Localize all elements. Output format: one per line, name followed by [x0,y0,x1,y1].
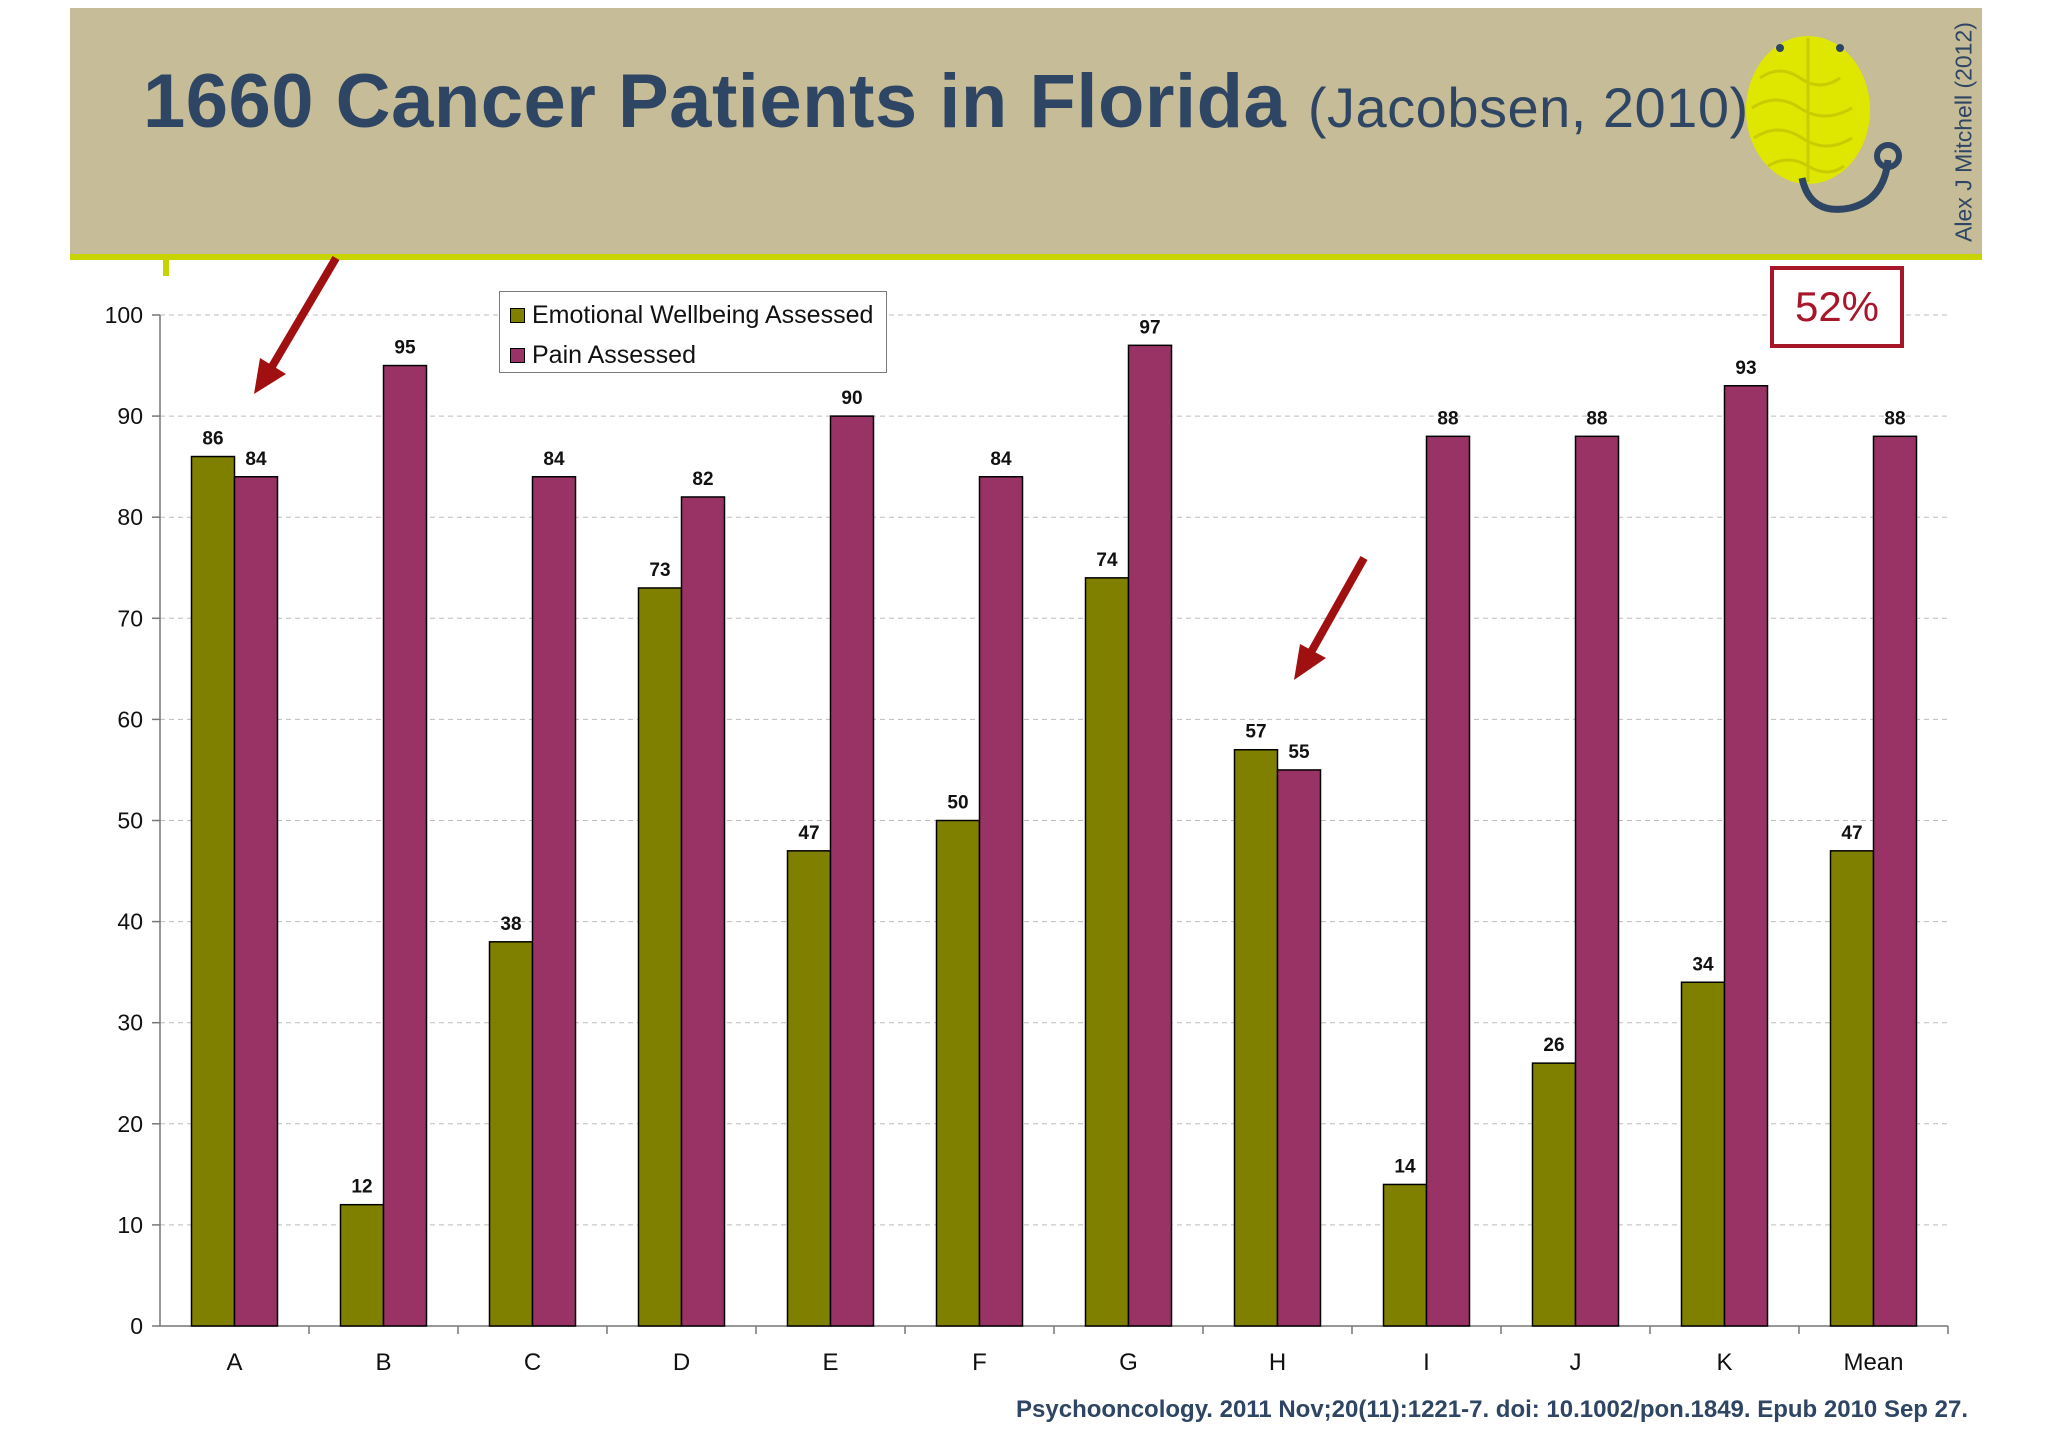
header-accent-tick [163,254,169,276]
bar-emotional-wellbeing [935,819,981,1327]
legend-label-pain: Pain Assessed [532,341,696,369]
y-tick-label: 50 [117,808,143,834]
data-label: 88 [1586,408,1607,429]
bar-pain [233,476,279,1327]
data-label: 84 [990,449,1012,470]
header-accent-rule [70,254,1982,260]
x-tick-label: H [1269,1349,1286,1376]
y-tick-label: 10 [117,1212,143,1238]
x-tick-label: A [226,1349,242,1376]
y-tick-label: 20 [117,1111,143,1137]
data-label: 74 [1096,550,1118,571]
bar-pain [1425,435,1471,1327]
bar-emotional-wellbeing [786,850,832,1327]
bar-emotional-wellbeing [1531,1062,1577,1327]
x-tick-label: B [375,1349,391,1376]
y-tick-label: 100 [105,302,143,328]
x-tick-label: Mean [1843,1349,1903,1376]
data-label: 26 [1543,1035,1564,1056]
bar-emotional-wellbeing [637,587,683,1327]
legend-label-emotional-wellbeing: Emotional Wellbeing Assessed [532,301,874,329]
bar-emotional-wellbeing [1829,850,1875,1327]
y-tick-label: 40 [117,909,143,935]
x-tick-label: G [1119,1349,1138,1376]
bar-emotional-wellbeing [339,1203,385,1327]
bar-pain [829,415,875,1327]
y-tick-label: 80 [117,504,143,530]
bar-emotional-wellbeing [1084,577,1130,1327]
data-label: 86 [202,429,223,450]
citation: Psychooncology. 2011 Nov;20(11):1221-7. … [1016,1396,1968,1423]
slide-subtitle: (Jacobsen, 2010) [1307,76,1749,139]
bar-pain [680,496,726,1327]
y-tick-label: 90 [117,403,143,429]
data-label: 95 [394,338,416,359]
x-tick-label: E [822,1349,838,1376]
header-band [70,8,1982,254]
x-tick-label: F [972,1349,987,1376]
slide-title: 1660 Cancer Patients in Florida (Jacobse… [143,58,1749,145]
bar-pain [978,476,1024,1327]
brain-stethoscope-logo-icon [1746,36,1902,213]
data-label: 14 [1394,1156,1416,1177]
highlight-stat: 52% [1794,283,1880,330]
y-tick-label: 30 [117,1010,143,1036]
y-tick-label: 60 [117,706,143,732]
bar-pain [1574,435,1620,1327]
data-label: 84 [245,449,267,470]
bar-pain [1276,769,1322,1327]
x-tick-label: K [1716,1349,1732,1376]
data-label: 97 [1139,317,1160,338]
data-label: 82 [692,469,713,490]
legend-swatch-pain [510,348,525,363]
x-tick-label: D [673,1349,690,1376]
slide-title-main: 1660 Cancer Patients in Florida [143,59,1287,144]
bar-pain [382,364,428,1327]
bar-emotional-wellbeing [488,941,534,1327]
x-tick-label: C [524,1349,541,1376]
highlight-stat-box: 52% [1770,266,1904,348]
x-tick-label: J [1570,1349,1582,1376]
bar-pain [1127,344,1173,1327]
bar-pain [1723,385,1769,1327]
data-label: 12 [351,1177,372,1198]
data-label: 50 [947,793,968,814]
x-tick-label: I [1423,1349,1430,1376]
data-label: 90 [841,388,862,409]
data-label: 88 [1884,408,1905,429]
data-label: 88 [1437,408,1458,429]
data-label: 47 [1841,823,1862,844]
red-arrow-icon [1294,556,1368,680]
legend-swatch-emotional-wellbeing [510,308,525,323]
bar-emotional-wellbeing [190,455,236,1327]
data-label: 34 [1692,954,1714,975]
data-label: 47 [798,823,819,844]
bar-emotional-wellbeing [1233,748,1279,1327]
chart-legend: Emotional Wellbeing Assessed Pain Assess… [499,291,887,373]
data-label: 73 [649,560,670,581]
data-label: 84 [543,449,565,470]
bar-emotional-wellbeing [1680,981,1726,1327]
legend-item-emotional-wellbeing: Emotional Wellbeing Assessed [510,301,873,330]
red-arrow-icon [254,255,340,394]
y-tick-label: 70 [117,605,143,631]
data-label: 38 [500,914,521,935]
data-label: 93 [1735,358,1756,379]
bar-pain [531,476,577,1327]
data-label: 57 [1245,722,1266,743]
y-tick-label: 0 [130,1313,143,1339]
bar-pain [1872,435,1918,1327]
bar-emotional-wellbeing [1382,1183,1428,1327]
data-label: 55 [1288,742,1310,763]
legend-item-pain: Pain Assessed [510,341,696,370]
